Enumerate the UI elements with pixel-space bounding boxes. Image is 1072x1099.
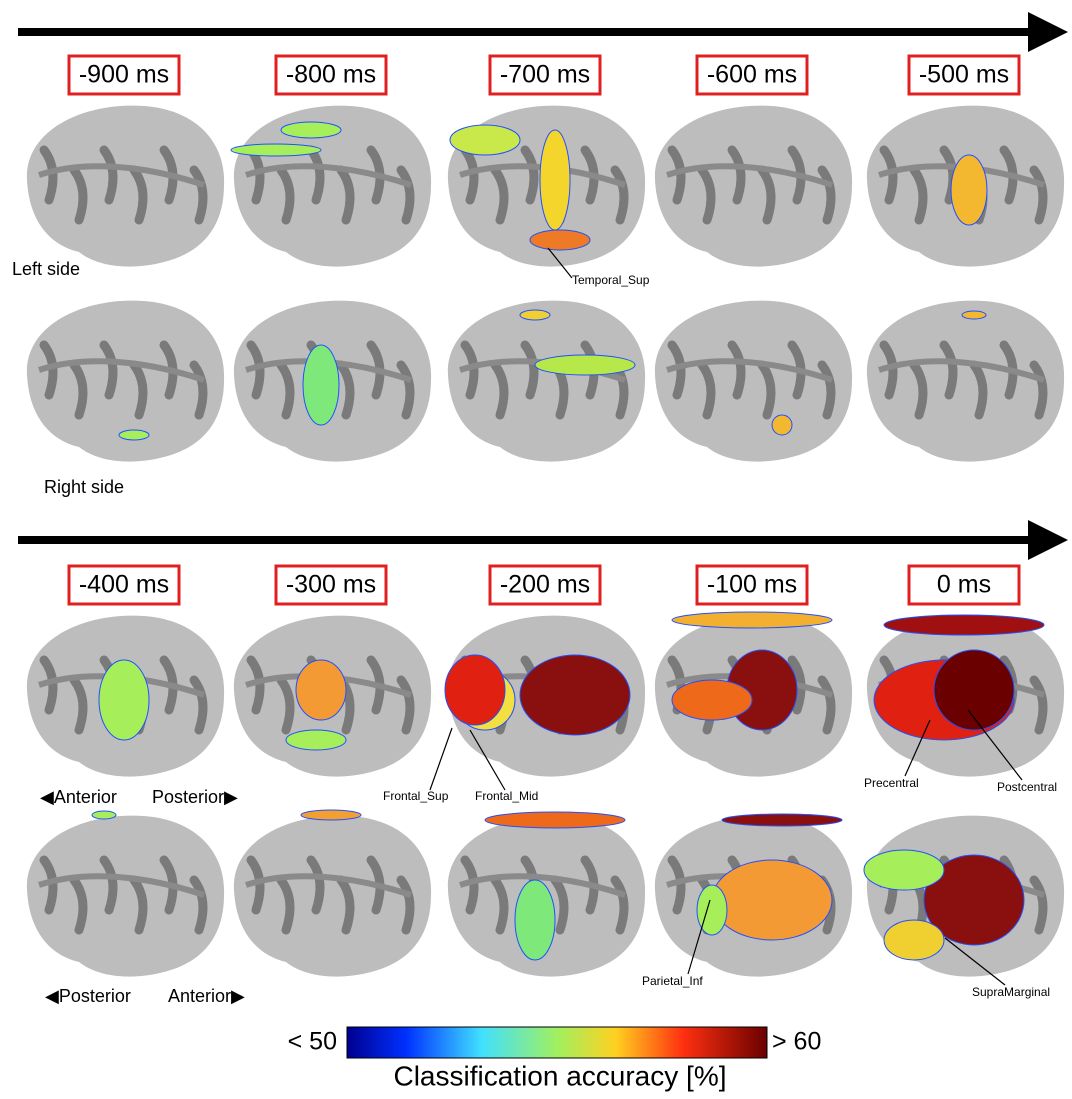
region-label: SupraMarginal bbox=[972, 985, 1050, 999]
brain bbox=[655, 106, 852, 267]
activation bbox=[722, 814, 842, 826]
activation bbox=[119, 430, 149, 440]
brain bbox=[655, 612, 852, 777]
activation bbox=[864, 850, 944, 890]
activation bbox=[445, 655, 505, 725]
activation bbox=[515, 880, 555, 960]
region-label: Postcentral bbox=[997, 780, 1057, 794]
region-label: Temporal_Sup bbox=[572, 273, 650, 287]
activation bbox=[450, 125, 520, 155]
activation bbox=[951, 155, 987, 225]
brain bbox=[231, 106, 431, 267]
brain bbox=[448, 812, 645, 977]
colorbar-min: < 50 bbox=[288, 1028, 337, 1056]
colorbar bbox=[347, 1027, 767, 1058]
activation bbox=[99, 660, 149, 740]
activation bbox=[301, 810, 361, 820]
arrow-bottom bbox=[18, 520, 1068, 560]
brain bbox=[234, 810, 431, 977]
orientation-label: Anterior▶ bbox=[168, 986, 245, 1006]
activation bbox=[540, 130, 570, 230]
region-label: Parietal_Inf bbox=[642, 974, 703, 988]
activation bbox=[884, 920, 944, 960]
activation bbox=[303, 345, 339, 425]
figure: -900 ms -800 ms -700 ms -600 ms -500 ms -400 … bbox=[0, 0, 1072, 1094]
activation bbox=[535, 355, 635, 375]
colorbar-max: > 60 bbox=[772, 1028, 821, 1056]
orientation-label: ◀Posterior bbox=[45, 986, 131, 1006]
activation bbox=[286, 730, 346, 750]
activation bbox=[962, 311, 986, 319]
activation bbox=[772, 415, 792, 435]
time-label: -800 ms bbox=[286, 61, 376, 89]
activation bbox=[92, 811, 116, 819]
time-label: -500 ms bbox=[919, 61, 1009, 89]
time-label: -700 ms bbox=[500, 61, 590, 89]
orientation-label: ◀Anterior bbox=[40, 787, 117, 807]
time-label: -200 ms bbox=[500, 571, 590, 599]
region-label: Frontal_Sup bbox=[383, 789, 449, 803]
brain bbox=[448, 106, 645, 267]
activation bbox=[712, 860, 832, 940]
brain bbox=[867, 301, 1064, 462]
activation bbox=[520, 310, 550, 320]
activation bbox=[281, 122, 341, 138]
brain bbox=[234, 301, 431, 462]
brain bbox=[655, 301, 852, 462]
brain bbox=[655, 814, 852, 977]
brain bbox=[448, 301, 645, 462]
time-label: -900 ms bbox=[79, 61, 169, 89]
activation bbox=[672, 612, 832, 628]
colorbar-title: Classification accuracy [%] bbox=[393, 1060, 726, 1091]
activation bbox=[884, 615, 1044, 635]
brain bbox=[27, 106, 224, 267]
side-label: Left side bbox=[12, 259, 80, 279]
activation bbox=[231, 144, 321, 156]
time-label: -600 ms bbox=[707, 61, 797, 89]
brain bbox=[867, 106, 1064, 267]
activation bbox=[485, 812, 625, 828]
brain bbox=[867, 615, 1064, 777]
region-label: Frontal_Mid bbox=[475, 789, 538, 803]
activation bbox=[520, 655, 630, 735]
time-label: 0 ms bbox=[937, 571, 991, 599]
brain bbox=[234, 616, 431, 777]
arrow-top bbox=[18, 12, 1068, 52]
time-label: -300 ms bbox=[286, 571, 376, 599]
activation bbox=[672, 680, 752, 720]
region-label: Precentral bbox=[864, 776, 919, 790]
brain bbox=[27, 616, 224, 777]
orientation-label: Posterior▶ bbox=[152, 787, 238, 807]
brain bbox=[445, 616, 645, 777]
brain bbox=[27, 811, 224, 977]
activation bbox=[530, 230, 590, 250]
brain bbox=[27, 301, 224, 462]
time-label: -100 ms bbox=[707, 571, 797, 599]
activation bbox=[296, 660, 346, 720]
time-label: -400 ms bbox=[79, 571, 169, 599]
side-label: Right side bbox=[44, 477, 124, 497]
